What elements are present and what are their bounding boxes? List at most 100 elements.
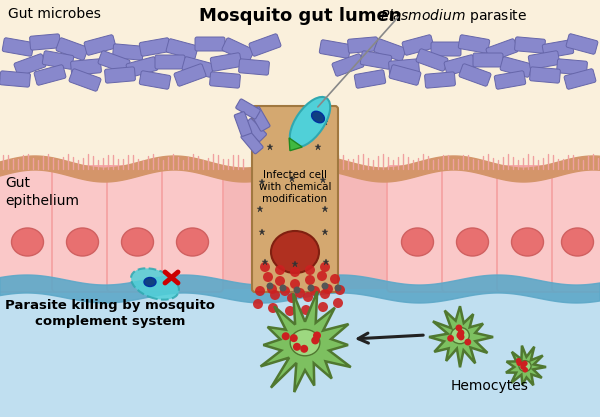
Circle shape [267,284,277,294]
FancyBboxPatch shape [56,38,88,60]
Circle shape [293,343,301,351]
FancyBboxPatch shape [139,71,170,89]
Ellipse shape [562,228,593,256]
Circle shape [280,284,287,291]
Circle shape [322,282,329,289]
FancyBboxPatch shape [552,166,600,292]
Circle shape [253,299,263,309]
Ellipse shape [290,97,330,147]
FancyBboxPatch shape [174,64,206,86]
FancyBboxPatch shape [250,107,270,131]
FancyBboxPatch shape [241,130,263,154]
Bar [0,169,600,289]
FancyBboxPatch shape [442,166,503,292]
FancyBboxPatch shape [361,51,392,69]
Circle shape [293,286,301,294]
Circle shape [300,345,308,353]
FancyBboxPatch shape [211,53,242,71]
Polygon shape [260,291,351,392]
FancyBboxPatch shape [162,166,223,292]
Circle shape [281,332,290,340]
Text: Gut
epithelium: Gut epithelium [5,176,79,208]
Circle shape [285,306,295,316]
FancyBboxPatch shape [155,55,185,69]
FancyBboxPatch shape [239,59,269,75]
Ellipse shape [121,228,154,256]
Circle shape [318,302,328,312]
Circle shape [323,284,333,294]
FancyBboxPatch shape [500,57,532,77]
Circle shape [263,272,273,282]
Polygon shape [289,138,302,151]
FancyBboxPatch shape [389,59,419,75]
Circle shape [335,285,345,295]
FancyBboxPatch shape [2,38,34,56]
FancyBboxPatch shape [530,67,560,83]
FancyBboxPatch shape [497,166,558,292]
FancyBboxPatch shape [387,166,448,292]
FancyBboxPatch shape [14,54,46,76]
FancyBboxPatch shape [425,72,455,88]
FancyBboxPatch shape [459,64,491,86]
Ellipse shape [131,268,179,300]
Circle shape [266,282,274,289]
Circle shape [260,262,270,272]
Circle shape [305,275,315,285]
Circle shape [308,284,314,291]
FancyBboxPatch shape [529,51,560,69]
FancyBboxPatch shape [249,34,281,56]
FancyBboxPatch shape [494,71,526,89]
Ellipse shape [67,228,98,256]
FancyBboxPatch shape [34,65,66,85]
Circle shape [280,286,290,296]
FancyBboxPatch shape [542,40,574,58]
Ellipse shape [144,277,156,286]
FancyBboxPatch shape [234,112,252,136]
Text: Parasite killing by mosquito
complement system: Parasite killing by mosquito complement … [5,299,215,328]
Circle shape [330,274,340,284]
Ellipse shape [11,228,44,256]
FancyBboxPatch shape [355,70,386,88]
FancyBboxPatch shape [0,166,58,292]
Circle shape [464,339,471,346]
Circle shape [310,286,320,296]
Bar [0,289,600,417]
Ellipse shape [311,111,325,123]
Circle shape [520,364,526,370]
Ellipse shape [451,327,469,344]
FancyBboxPatch shape [43,51,74,69]
FancyBboxPatch shape [416,49,448,71]
FancyBboxPatch shape [107,166,168,292]
FancyBboxPatch shape [319,40,350,58]
Circle shape [458,334,464,340]
Circle shape [270,290,280,300]
FancyBboxPatch shape [431,42,461,56]
Ellipse shape [457,228,488,256]
FancyBboxPatch shape [52,166,113,292]
FancyBboxPatch shape [252,106,338,292]
FancyBboxPatch shape [236,99,260,119]
Ellipse shape [401,228,433,256]
Circle shape [517,360,522,366]
FancyBboxPatch shape [98,51,130,73]
Polygon shape [506,346,546,385]
FancyBboxPatch shape [104,67,136,83]
FancyBboxPatch shape [69,69,101,91]
Circle shape [268,303,278,313]
Circle shape [313,332,321,339]
FancyBboxPatch shape [473,53,503,67]
Circle shape [303,292,313,302]
Circle shape [320,262,330,272]
FancyBboxPatch shape [564,69,596,89]
FancyBboxPatch shape [566,34,598,54]
FancyBboxPatch shape [222,38,254,62]
Text: Hemocytes: Hemocytes [451,379,529,393]
FancyBboxPatch shape [29,34,61,50]
FancyBboxPatch shape [195,37,225,51]
Circle shape [522,361,527,366]
FancyBboxPatch shape [182,57,214,77]
FancyBboxPatch shape [166,39,198,59]
Text: $\it{Plasmodium}$ parasite: $\it{Plasmodium}$ parasite [380,7,527,25]
Polygon shape [429,306,493,367]
Circle shape [457,332,463,339]
